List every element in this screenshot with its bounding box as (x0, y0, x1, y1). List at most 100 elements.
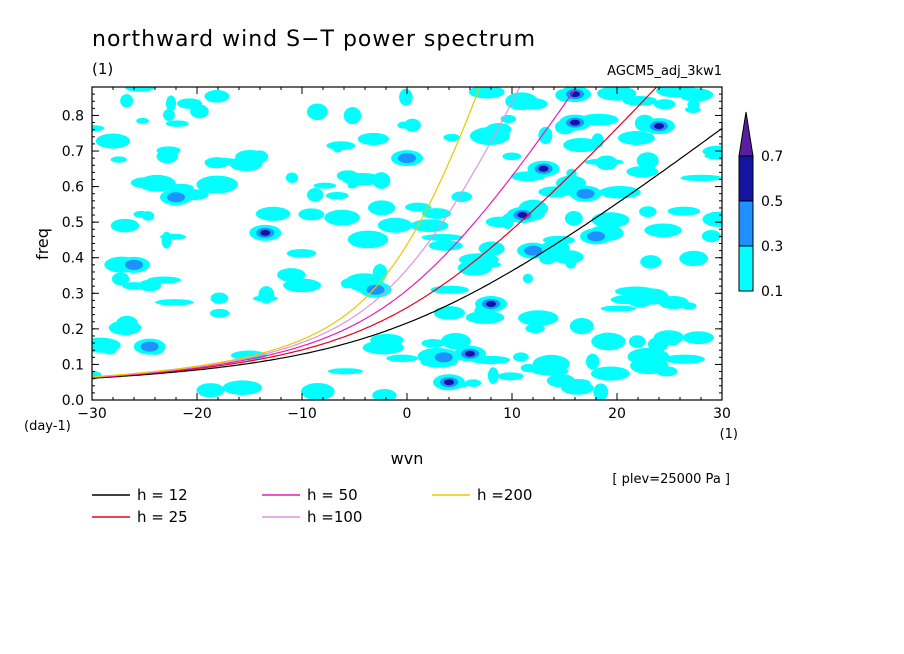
contour-blob (258, 286, 275, 304)
dispersion-curves (92, 87, 722, 379)
contour-blob (522, 273, 533, 284)
contour-blob (626, 166, 659, 178)
contour-blob (679, 250, 709, 267)
contour-blob (531, 367, 569, 376)
contour-blob (156, 149, 179, 164)
contour-blob (628, 335, 646, 348)
contour-blob (598, 186, 641, 199)
chart-subtitle-left: (1) (92, 60, 113, 78)
y-tick-label: 0.5 (62, 215, 84, 231)
contour-blob (591, 212, 630, 228)
contour-blob (465, 379, 482, 387)
legend: h = 12 h = 25 h = 50 h =100 h =200 (92, 486, 532, 526)
legend-label: h =100 (307, 508, 362, 526)
contour-blob (163, 108, 175, 122)
contour-blob (469, 127, 510, 146)
contour-blob (165, 120, 189, 127)
contour-blob (357, 132, 390, 146)
x-tick-label: −20 (182, 406, 212, 422)
contour-blob (642, 256, 658, 268)
contour-blob (421, 233, 464, 241)
contour-patch-mid (140, 341, 159, 352)
contour-blob (306, 103, 328, 121)
contour-blob (313, 182, 337, 189)
x-tick-label: 0 (403, 406, 412, 422)
x-axis-label: wvn (391, 449, 424, 468)
contour-blob (116, 315, 138, 331)
colorbar-segment (738, 245, 754, 292)
contour-patch-core (444, 379, 454, 386)
contour-blob (600, 305, 636, 312)
contour-blob (155, 299, 194, 306)
contour-blob (176, 98, 203, 109)
contour-patch-core (486, 300, 496, 307)
contour-blob (159, 233, 187, 240)
contour-blob (684, 106, 701, 113)
y-tick-label: 0.0 (62, 393, 84, 409)
x-axis-unit: (1) (720, 427, 738, 442)
contour-blob (636, 152, 659, 169)
y-axis-label: freq (33, 228, 52, 260)
contour-blob (298, 208, 325, 221)
contour-blob (386, 354, 419, 363)
legend-label: h = 25 (137, 508, 188, 526)
contour-blob (591, 332, 626, 351)
contour-patch-core (260, 229, 271, 236)
contour-blob (627, 347, 670, 366)
curve-h12 (92, 127, 722, 379)
contour-blob (664, 354, 705, 364)
contour-blob (468, 87, 505, 99)
contour-blob (110, 156, 127, 163)
colorbar-label: 0.3 (761, 239, 783, 255)
contour-blob (525, 324, 545, 334)
contour-blob (546, 373, 576, 388)
contour-blob (130, 177, 161, 189)
y-axis-unit: (day-1) (24, 419, 71, 434)
contour-blob (681, 302, 697, 310)
contour-blob (653, 99, 676, 110)
contour-blob (362, 340, 405, 355)
colorbar-label: 0.1 (761, 284, 783, 300)
colorbar-label: 0.5 (761, 194, 783, 210)
legend-label: h = 12 (137, 486, 188, 504)
x-tick-label: −10 (287, 406, 317, 422)
x-axis-ticks: −30 −20 −10 0 10 20 30 (77, 87, 731, 422)
contour-blob (122, 282, 147, 290)
contour-patch-core (465, 350, 475, 357)
contour-blob (141, 211, 155, 221)
y-tick-label: 0.6 (62, 180, 84, 196)
contour-blob (397, 121, 410, 129)
contour-blob (701, 230, 721, 243)
contour-blob (372, 172, 391, 189)
contour-blob (428, 240, 463, 251)
contour-blob (111, 272, 130, 286)
contour-blob (255, 206, 291, 221)
contour-blob (377, 217, 413, 233)
colorbar-segment (738, 200, 754, 247)
curve-h25 (92, 87, 658, 379)
contour-blob (204, 89, 230, 103)
contour-patch-mid (366, 284, 385, 295)
contour-blob (204, 157, 229, 169)
contour-blob (622, 95, 658, 106)
contour-blob (497, 372, 524, 381)
contour-blob (196, 175, 238, 194)
contour-blob (564, 210, 583, 226)
contour-blob (421, 208, 451, 219)
plev-note: [ plev=25000 Pa ] (612, 472, 730, 487)
contour-blob (584, 158, 624, 166)
contour-blob (325, 191, 349, 200)
contour-blob (165, 95, 177, 112)
contour-patch-mid (125, 259, 143, 270)
contour-blob (277, 268, 306, 282)
x-tick-label: −30 (77, 406, 107, 422)
contour-patch-mid (434, 352, 453, 363)
colorbar: 0.1 0.3 0.5 0.7 (738, 111, 783, 300)
contour-blob (702, 211, 722, 227)
y-tick-label: 0.8 (62, 108, 84, 124)
contour-blob (667, 206, 701, 216)
contour-blob (147, 276, 182, 284)
contour-blob (451, 191, 473, 203)
contour-blob (210, 308, 230, 318)
contour-blob (590, 366, 630, 381)
